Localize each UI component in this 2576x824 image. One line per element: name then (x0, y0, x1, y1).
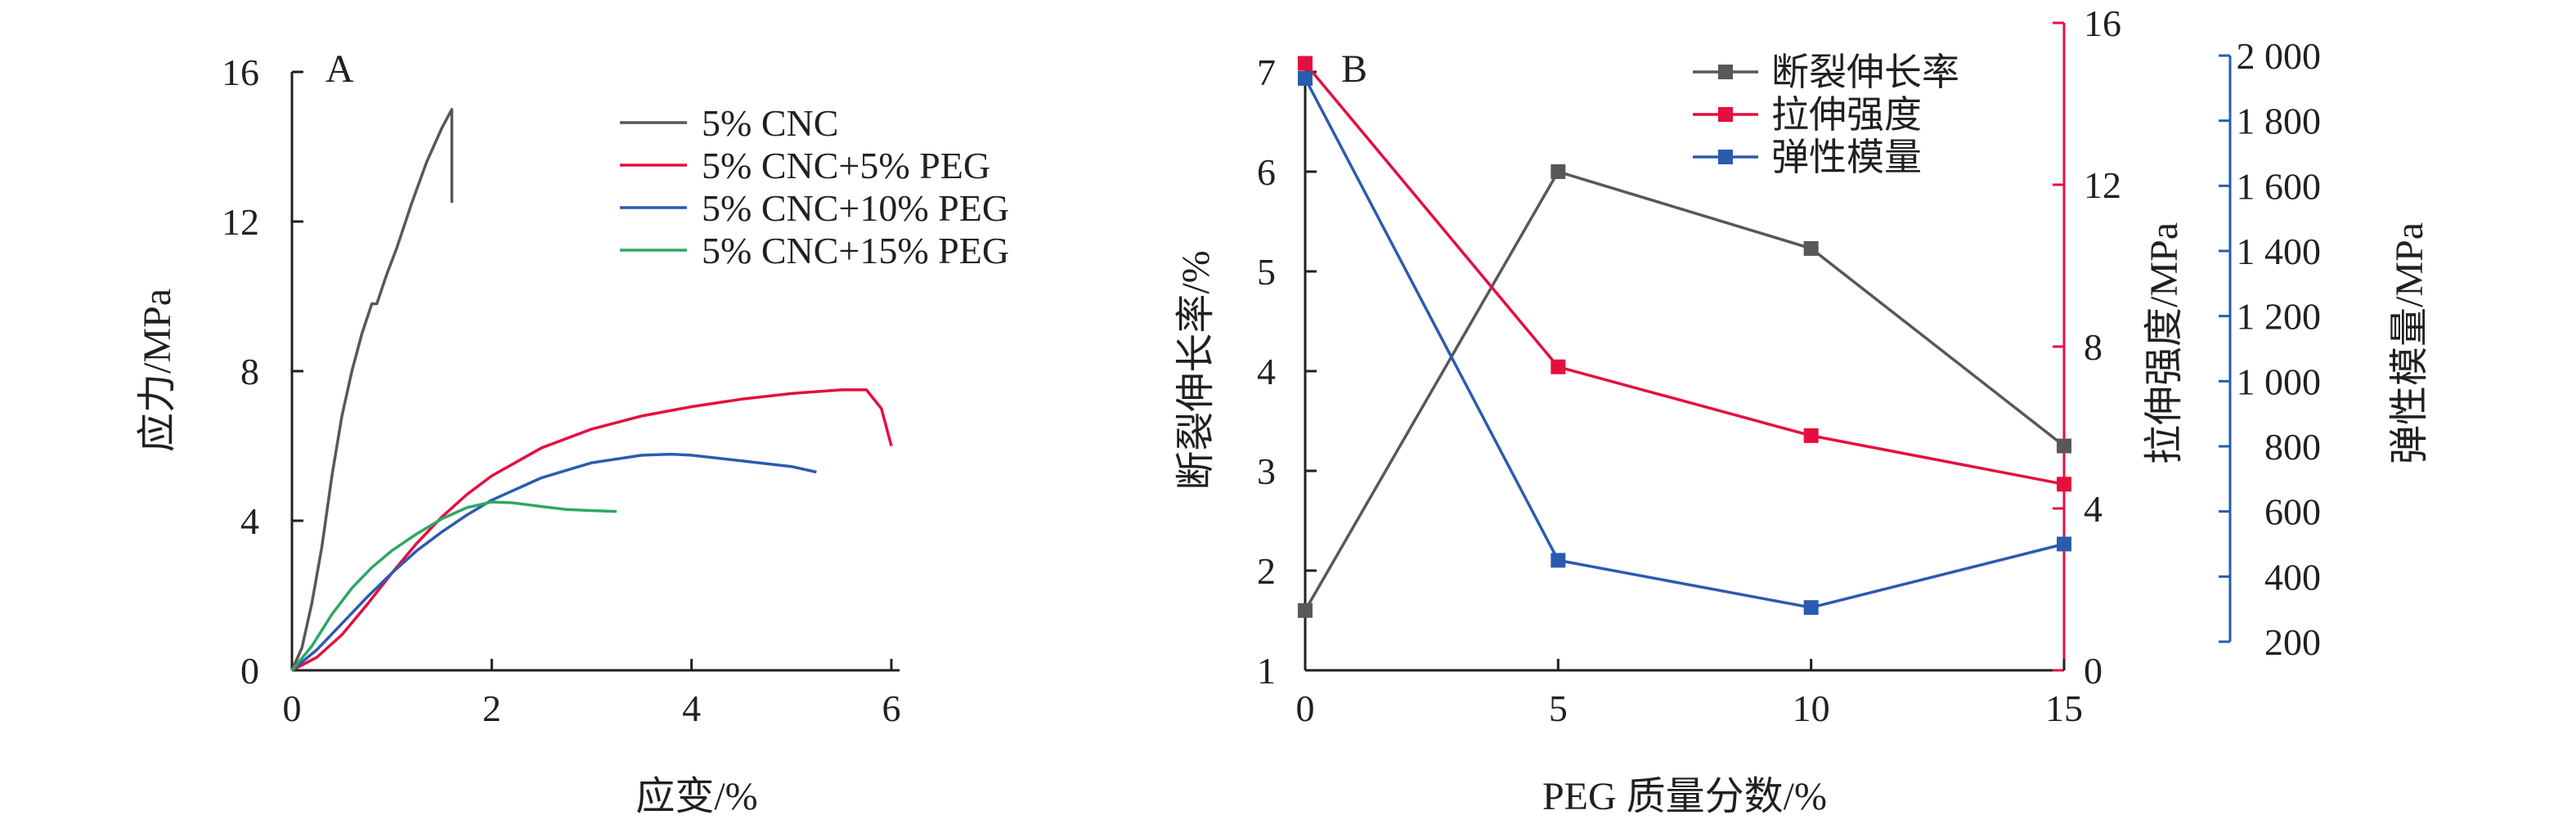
panel-b-x-label: PEG 质量分数/% (1542, 775, 1827, 818)
panel-b-left-label: 断裂伸长率/% (1174, 250, 1218, 490)
panel-b-x-tick-label: 0 (1296, 687, 1315, 729)
series-line (1304, 78, 2065, 609)
panel-b-x-tick-label: 15 (2045, 687, 2083, 729)
data-point-marker (2057, 536, 2071, 552)
panel-b-modulus-tick-label: 1 800 (2237, 101, 2322, 142)
panel-b-x-tick-label: 5 (1549, 687, 1568, 729)
panel-b-left-tick-label: 1 (1257, 650, 1276, 692)
panel-b-x-tick-label: 10 (1793, 687, 1830, 729)
panel-b-modulus-tick-label: 1 000 (2237, 360, 2322, 402)
panel-a-x-tick-label: 4 (682, 687, 701, 729)
panel-a-x-tick-label: 6 (882, 687, 901, 729)
panel-a-y-tick-label: 8 (240, 351, 259, 392)
panel-a-y-label: 应力/MPa (136, 289, 179, 452)
panel-b-strength-tick-label: 4 (2084, 488, 2103, 530)
panel-b-modulus-tick-label: 200 (2264, 621, 2321, 663)
data-point-marker (1298, 70, 1313, 86)
series-line (290, 452, 817, 672)
data-point-marker (2057, 438, 2071, 454)
panel-b-modulus-tick-label: 1 200 (2237, 296, 2322, 338)
legend-marker (1718, 107, 1733, 122)
data-point-marker (1551, 359, 1566, 374)
panel-b-strength-ticks: 0 4 8 12 16 (2053, 2, 2121, 692)
panel-a-y-tick-label: 0 (240, 650, 259, 692)
panel-b-left-tick-label: 6 (1257, 151, 1276, 193)
panel-a-y-ticks: 0 4 8 12 16 (222, 52, 303, 692)
panel-b-strength-tick-label: 16 (2084, 2, 2121, 44)
panel-a-y-tick-label: 16 (222, 52, 259, 93)
series-line (291, 388, 893, 672)
data-point-marker (1803, 600, 1819, 616)
data-point-marker (1298, 602, 1313, 618)
panel-a-x-label: 应变/% (635, 775, 757, 818)
legend-label: 5% CNC (702, 102, 838, 144)
panel-b-left-tick-label: 5 (1257, 251, 1276, 293)
panel-b-modulus-tick-label: 600 (2264, 491, 2321, 533)
panel-b-left-tick-label: 2 (1257, 550, 1276, 592)
panel-b-label: B (1341, 47, 1367, 91)
panel-b-x-ticks: 0 5 10 15 (1296, 659, 2083, 729)
panel-b-strength-label: 拉伸强度/MPa (2143, 222, 2186, 464)
panel-b-left-tick-label: 4 (1257, 351, 1276, 392)
legend-label: 拉伸强度 (1771, 94, 1922, 136)
data-point-marker (1803, 240, 1819, 256)
legend-marker (1718, 65, 1733, 79)
panel-b-modulus-ticks: 200 400 600 800 1 000 1 200 1 400 1 600 1 800 2 0… (2219, 35, 2321, 663)
panel-b-modulus-tick-label: 2 000 (2237, 35, 2322, 77)
panel-a-series (290, 108, 893, 672)
series-line (1304, 62, 2065, 486)
panel-b-modulus-tick-label: 400 (2264, 556, 2321, 598)
series-line (1304, 170, 2066, 611)
panel-b-modulus-tick-label: 1 600 (2237, 165, 2322, 207)
data-point-marker (2057, 477, 2071, 492)
panel-b-modulus-tick-label: 1 400 (2237, 231, 2322, 272)
panel-b-modulus-label: 弹性模量/MPa (2388, 222, 2431, 464)
panel-a-y-tick-label: 4 (240, 500, 259, 542)
data-point-marker (1551, 553, 1566, 568)
panel-b-left-ticks: 1 2 3 4 5 6 7 (1257, 52, 1317, 692)
legend-label: 断裂伸长率 (1771, 52, 1959, 93)
legend-label: 5% CNC+10% PEG (702, 187, 1009, 229)
series-line (290, 500, 617, 672)
data-point-marker (1803, 428, 1819, 443)
legend-label: 5% CNC+15% PEG (702, 230, 1009, 271)
panel-a-x-tick-label: 0 (283, 687, 302, 729)
legend-label: 弹性模量 (1771, 137, 1922, 178)
series-line (290, 108, 454, 671)
panel-b-series (1298, 56, 2071, 618)
panel-b-strength-tick-label: 12 (2084, 164, 2121, 206)
panel-a-x-tick-label: 2 (482, 687, 501, 729)
legend-label: 5% CNC+5% PEG (702, 145, 990, 186)
panel-a-y-tick-label: 12 (222, 201, 259, 243)
data-point-marker (1551, 164, 1566, 179)
panel-b-strength-tick-label: 8 (2084, 326, 2103, 368)
data-point-marker (1298, 56, 1313, 71)
panel-b-strength-tick-label: 0 (2084, 650, 2103, 692)
panel-b-left-tick-label: 3 (1257, 450, 1276, 492)
panel-b-modulus-tick-label: 800 (2264, 426, 2321, 468)
panel-a-x-ticks: 0 2 4 6 (283, 659, 901, 729)
panel-b-left-tick-label: 7 (1257, 52, 1276, 93)
panel-a-label: A (325, 47, 354, 91)
legend-marker (1718, 150, 1733, 164)
